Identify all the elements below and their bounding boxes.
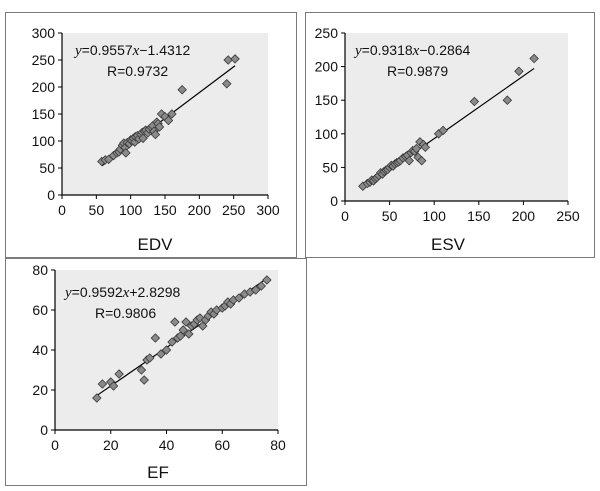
data-point bbox=[502, 95, 513, 105]
data-point bbox=[514, 66, 524, 77]
data-point bbox=[411, 143, 422, 154]
equation-part-y: y bbox=[73, 43, 82, 59]
data-point bbox=[184, 329, 194, 339]
data-point bbox=[181, 317, 191, 327]
data-point bbox=[222, 78, 232, 89]
x-tick-label: 200 bbox=[188, 202, 212, 218]
correlation-label: R=0.9806 bbox=[95, 305, 156, 321]
regression-equation: y=0.9592x+2.8298 bbox=[63, 284, 181, 301]
y-tick-label: 300 bbox=[32, 25, 56, 41]
correlation-label: R=0.9732 bbox=[107, 63, 168, 79]
y-tick-label: 100 bbox=[315, 126, 339, 142]
equation-part-y: y bbox=[353, 43, 362, 59]
x-axis-label: EDV bbox=[138, 235, 174, 254]
x-tick-label: 100 bbox=[119, 202, 143, 218]
chart-ef: 0 20 40 60 80 0 20 40 60 80 y=0.9592x+2.8298 R=0.98… bbox=[32, 262, 286, 482]
data-point bbox=[262, 275, 272, 285]
x-tick-label: 20 bbox=[103, 437, 119, 453]
data-point bbox=[529, 53, 539, 64]
equation-part-y: y bbox=[63, 285, 72, 301]
regression-equation: y=0.9557x−1.4312 bbox=[73, 42, 191, 59]
data-point bbox=[121, 148, 131, 158]
data-point bbox=[170, 317, 180, 327]
x-tick-label: 200 bbox=[512, 208, 536, 224]
y-tick-label: 50 bbox=[322, 159, 338, 175]
equation-part-mid: =0.9592 bbox=[72, 284, 123, 300]
y-tick-label: 0 bbox=[47, 187, 55, 203]
equation-part-rest: −1.4312 bbox=[139, 42, 190, 58]
data-point bbox=[150, 333, 161, 343]
data-point bbox=[161, 345, 172, 355]
data-point bbox=[177, 84, 187, 95]
y-tick-label: 0 bbox=[40, 422, 48, 438]
x-axis-label: EF bbox=[147, 463, 169, 482]
y-tick-label: 20 bbox=[32, 382, 48, 398]
equation-part-mid: =0.9557 bbox=[82, 42, 133, 58]
x-tick-label: 40 bbox=[159, 437, 175, 453]
x-tick-label: 50 bbox=[382, 208, 398, 224]
equation-part-x: x bbox=[132, 43, 140, 59]
data-point bbox=[136, 365, 147, 375]
data-point bbox=[438, 125, 448, 136]
data-point bbox=[416, 155, 427, 166]
data-point bbox=[150, 129, 161, 140]
chart-esv: 0 50 100 150 200 250 0 50 100 150 200 250 y=0.9318x−… bbox=[315, 25, 580, 254]
data-point bbox=[404, 155, 414, 166]
y-tick-label: 100 bbox=[32, 133, 56, 149]
data-point bbox=[469, 96, 480, 107]
x-tick-label: 100 bbox=[423, 208, 447, 224]
regression-equation: y=0.9318x−0.2864 bbox=[353, 42, 471, 59]
equation-part-x: x bbox=[122, 285, 130, 301]
data-point bbox=[420, 142, 431, 153]
y-tick-label: 250 bbox=[315, 25, 339, 41]
data-point bbox=[145, 353, 155, 363]
y-tick-label: 150 bbox=[315, 92, 339, 108]
y-tick-label: 200 bbox=[315, 59, 339, 75]
data-point bbox=[156, 349, 166, 359]
equation-part-x: x bbox=[412, 43, 420, 59]
x-tick-label: 250 bbox=[222, 202, 246, 218]
x-tick-label: 50 bbox=[89, 202, 105, 218]
data-point bbox=[97, 379, 108, 389]
y-tick-label: 0 bbox=[330, 193, 338, 209]
data-point bbox=[138, 133, 148, 144]
data-point bbox=[92, 393, 102, 403]
data-point bbox=[108, 381, 119, 391]
y-tick-label: 250 bbox=[32, 52, 56, 68]
x-tick-label: 0 bbox=[58, 202, 66, 218]
y-tick-label: 40 bbox=[32, 342, 48, 358]
correlation-label: R=0.9879 bbox=[387, 63, 448, 79]
y-tick-label: 200 bbox=[32, 79, 56, 95]
x-tick-label: 0 bbox=[51, 437, 59, 453]
y-tick-label: 150 bbox=[32, 106, 56, 122]
x-tick-label: 150 bbox=[153, 202, 177, 218]
x-tick-label: 60 bbox=[214, 437, 230, 453]
data-point bbox=[178, 325, 188, 335]
equation-part-rest: −0.2864 bbox=[419, 42, 470, 58]
x-tick-label: 80 bbox=[270, 437, 286, 453]
data-point bbox=[163, 115, 174, 126]
data-point bbox=[139, 375, 149, 385]
x-tick-label: 300 bbox=[256, 202, 280, 218]
data-point bbox=[250, 285, 261, 295]
chart-edv: 0 50 100 150 200 250 300 0 50 100 150 200 250 300 y=0.… bbox=[32, 25, 280, 254]
equation-part-mid: =0.9318 bbox=[362, 42, 413, 58]
data-point bbox=[167, 337, 177, 347]
y-tick-label: 50 bbox=[39, 160, 55, 176]
data-point bbox=[114, 369, 124, 379]
x-tick-label: 150 bbox=[467, 208, 491, 224]
y-tick-label: 80 bbox=[32, 262, 48, 278]
data-point bbox=[234, 293, 244, 303]
y-tick-label: 60 bbox=[32, 302, 48, 318]
data-point bbox=[154, 122, 165, 132]
data-point bbox=[256, 281, 267, 291]
data-point bbox=[230, 54, 240, 64]
x-tick-label: 0 bbox=[341, 208, 349, 224]
x-axis-label: ESV bbox=[431, 235, 466, 254]
equation-part-rest: +2.8298 bbox=[129, 284, 180, 300]
x-tick-label: 250 bbox=[556, 208, 580, 224]
data-point bbox=[167, 109, 177, 119]
